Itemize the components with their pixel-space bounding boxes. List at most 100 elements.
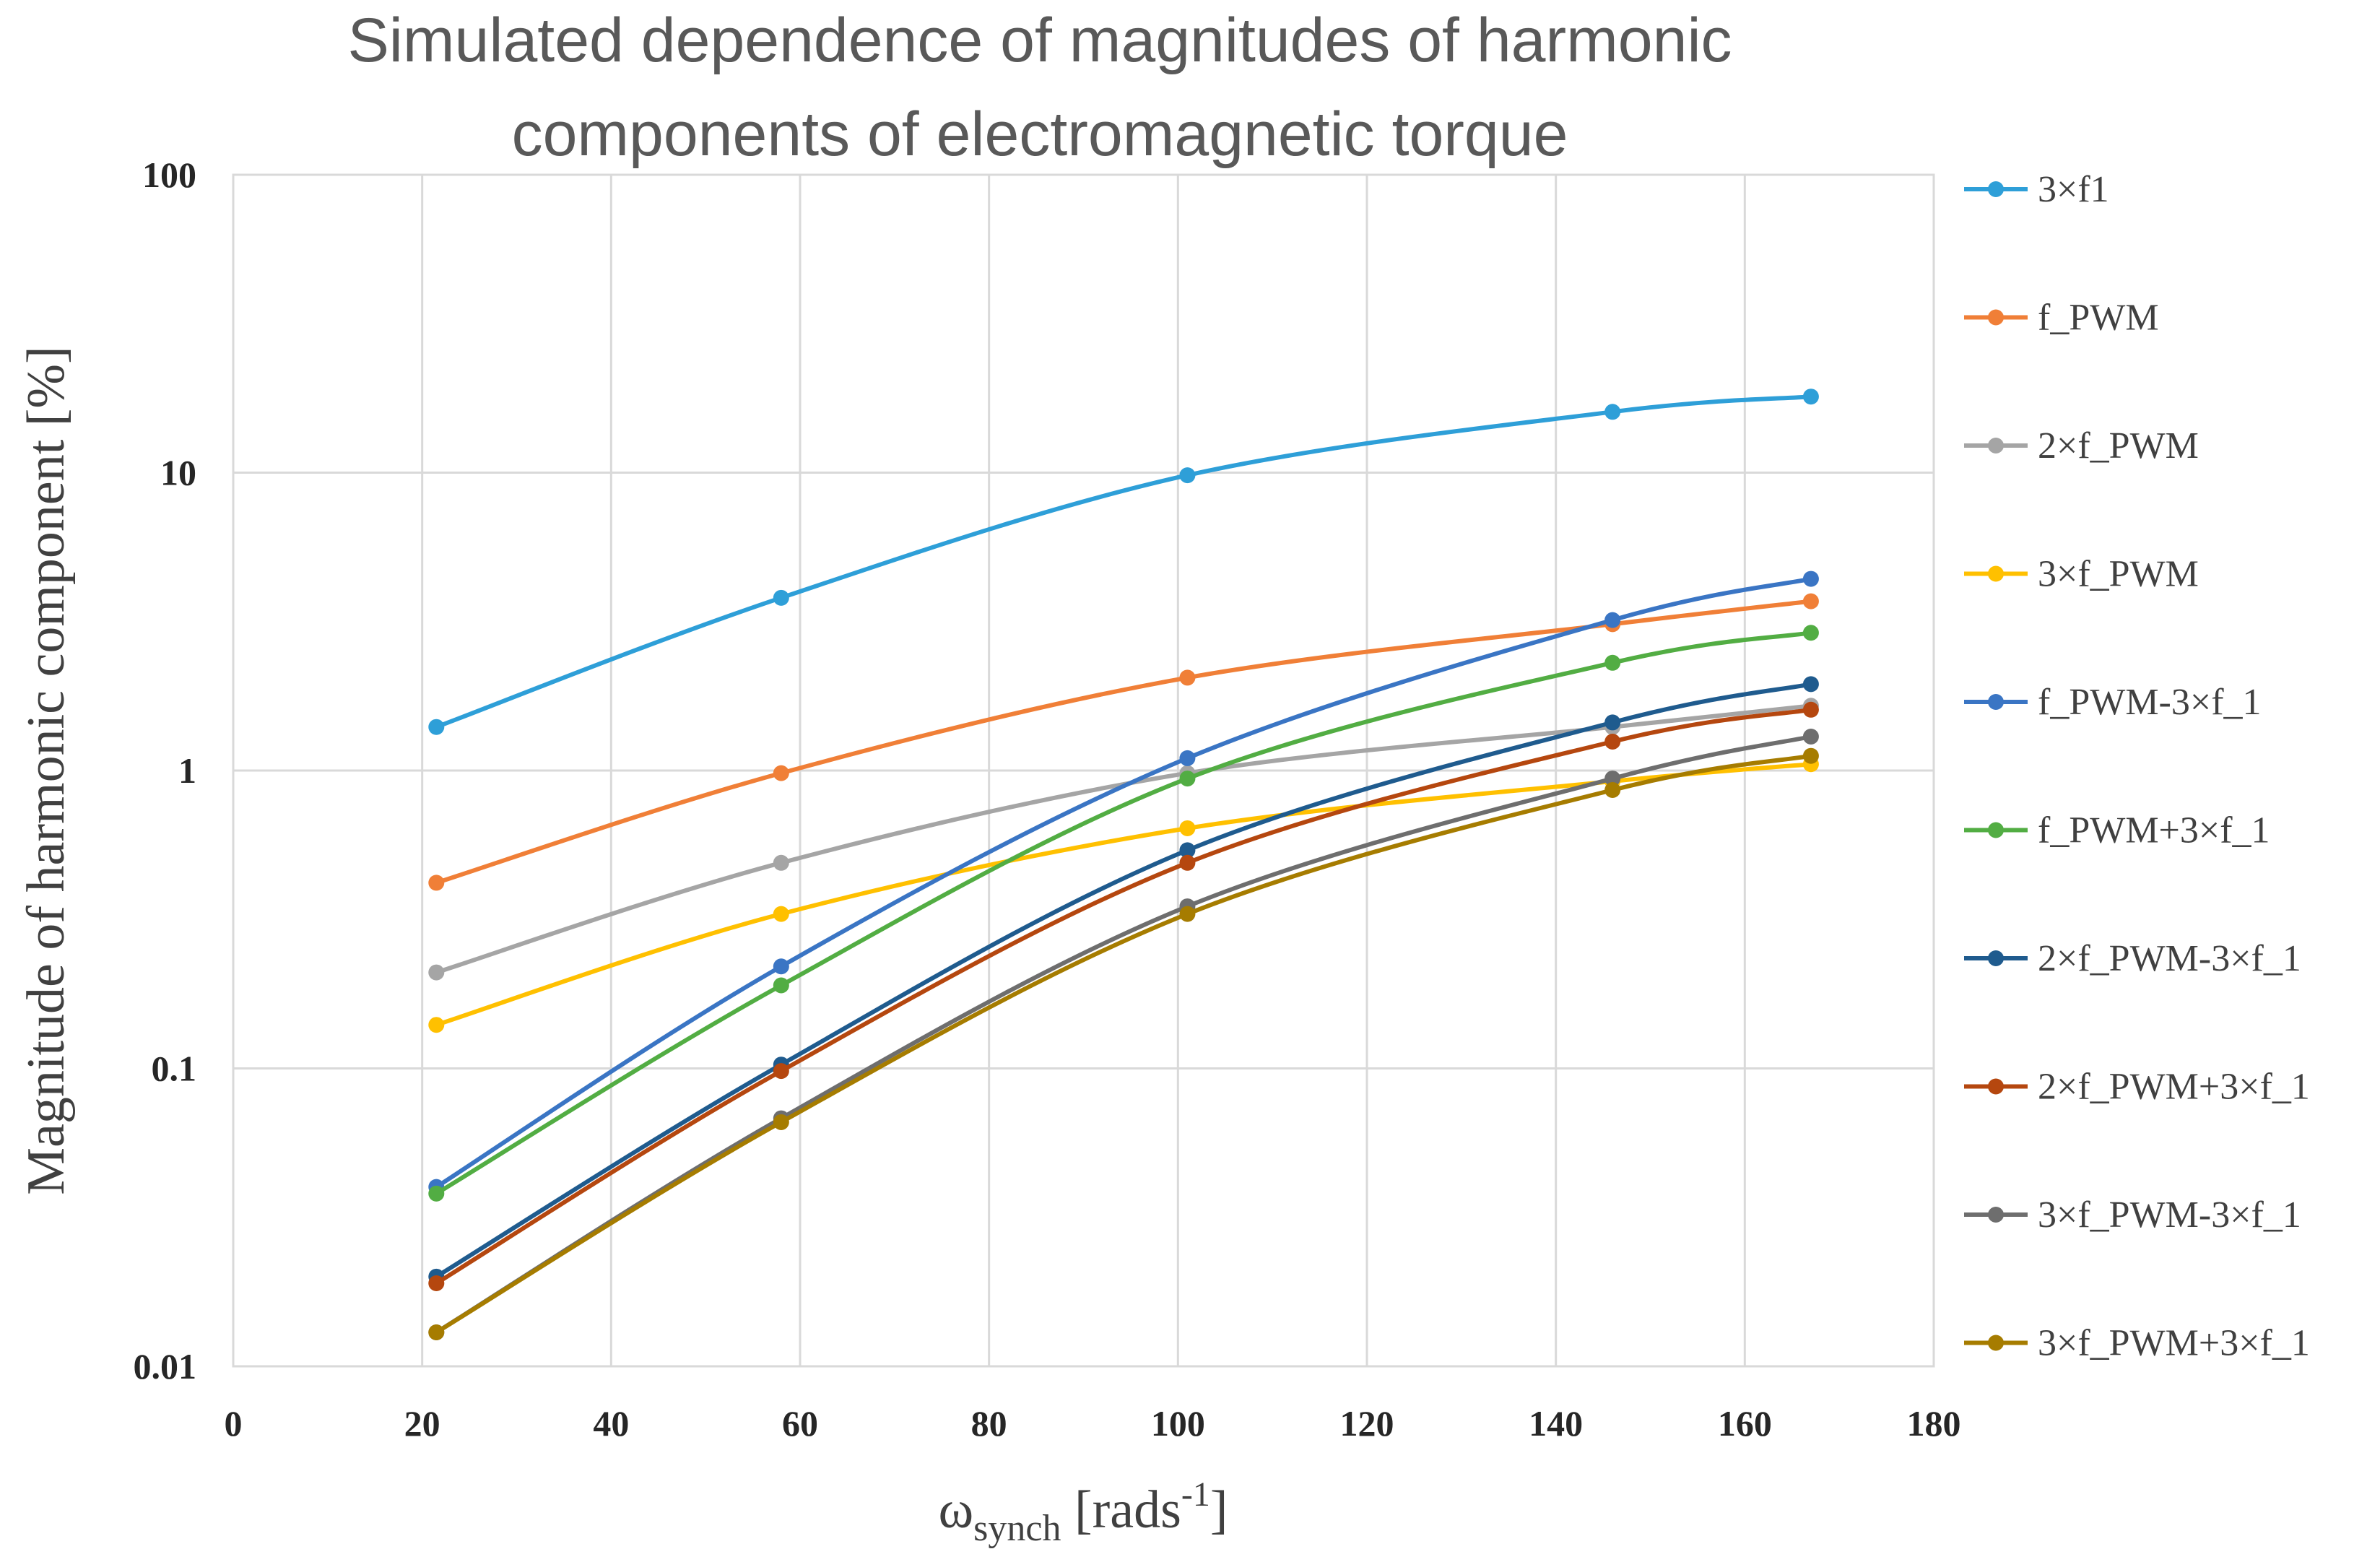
data-point [1802, 701, 1819, 718]
chart-title: Simulated dependence of magnitudes of ha… [347, 6, 1732, 169]
legend-entry: 2×f_PWM+3×f_1 [1964, 1067, 2310, 1108]
data-point [773, 854, 789, 871]
x-tick-label: 20 [404, 1403, 440, 1444]
legend-entry: f_PWM-3×f_1 [1964, 682, 2262, 723]
data-point [1604, 734, 1621, 750]
legend-entry: 3×f1 [1964, 169, 2109, 210]
legend-entry: f_PWM+3×f_1 [1964, 810, 2270, 851]
data-point [1802, 625, 1819, 641]
data-point [773, 589, 789, 606]
legend-entry: 3×f_PWM-3×f_1 [1964, 1194, 2301, 1236]
data-point [428, 964, 445, 981]
legend-label: 2×f_PWM [2038, 425, 2199, 467]
legend-label: f_PWM [2038, 298, 2159, 339]
series-line [434, 762, 1813, 1028]
data-point [1604, 654, 1621, 671]
data-point [1604, 782, 1621, 799]
legend-swatch-marker [1988, 565, 2004, 582]
series-1 [428, 389, 1819, 735]
data-point [1179, 467, 1196, 484]
data-point [1802, 570, 1819, 587]
legend: 3×f1 f_PWM 2×f_PWM 3×f_PWM f_PWM-3×f_1 f_PWM+… [1964, 169, 2310, 1364]
x-tick-label: 100 [1151, 1403, 1205, 1444]
data-point [428, 875, 445, 891]
data-point [428, 1185, 445, 1202]
data-point [1604, 714, 1621, 731]
data-point [773, 765, 789, 781]
data-point [1179, 750, 1196, 766]
data-point [1179, 854, 1196, 871]
legend-entry: 2×f_PWM [1964, 425, 2199, 467]
data-point [773, 958, 789, 975]
series-line [434, 630, 1813, 1196]
legend-swatch-marker [1988, 822, 2004, 838]
x-axis-tick-labels: 0 20 40 60 80 100 120 140 160 180 [225, 1403, 1961, 1444]
chart-title-line-1: Simulated dependence of magnitudes of ha… [347, 6, 1732, 75]
series-line [434, 707, 1813, 1285]
legend-entry: f_PWM [1964, 298, 2159, 339]
legend-swatch-marker [1988, 694, 2004, 710]
x-axis-title-text: ωsynch [rads-1] [938, 1475, 1228, 1549]
data-point [428, 719, 445, 735]
legend-swatch-marker [1988, 438, 2004, 454]
legend-label: f_PWM-3×f_1 [2038, 682, 2262, 723]
series-line [434, 682, 1813, 1279]
series-line [434, 576, 1813, 1189]
x-axis-title-close: ] [1210, 1480, 1228, 1540]
series-4 [428, 756, 1819, 1033]
data-point [1179, 906, 1196, 922]
data-series [428, 389, 1819, 1340]
legend-swatch-marker [1988, 1207, 2004, 1223]
legend-label: f_PWM+3×f_1 [2038, 810, 2270, 851]
data-point [773, 977, 789, 994]
data-point [1604, 404, 1621, 420]
y-axis-tick-labels: 0.01 0.1 1 10 100 [134, 155, 197, 1387]
data-point [1802, 747, 1819, 764]
legend-entry: 3×f_PWM+3×f_1 [1964, 1323, 2310, 1364]
data-point [428, 1324, 445, 1340]
y-tick-label: 0.01 [134, 1346, 197, 1387]
gridlines [232, 173, 1935, 1368]
legend-swatch-marker [1988, 950, 2004, 966]
y-tick-label: 10 [160, 453, 196, 493]
series-6 [428, 625, 1819, 1202]
data-point [1802, 728, 1819, 745]
y-tick-label: 100 [142, 155, 196, 195]
series-line [434, 599, 1813, 885]
x-tick-label: 140 [1529, 1403, 1583, 1444]
data-point [1802, 593, 1819, 609]
x-tick-label: 120 [1340, 1403, 1394, 1444]
y-axis-title-text: Magnitude of harmonic component [%] [17, 346, 76, 1194]
data-point [1802, 676, 1819, 693]
data-point [1604, 771, 1621, 787]
x-axis-title-subscript: synch [973, 1508, 1061, 1549]
series-line [434, 753, 1813, 1335]
legend-label: 3×f_PWM-3×f_1 [2038, 1194, 2301, 1236]
data-point [1604, 612, 1621, 628]
series-7 [428, 676, 1819, 1285]
series-10 [428, 747, 1819, 1340]
data-point [773, 1063, 789, 1080]
plot-area [232, 173, 1935, 1368]
series-9 [428, 728, 1819, 1340]
x-axis-title: ωsynch [rads-1] [938, 1475, 1228, 1549]
data-point [773, 1114, 789, 1130]
x-tick-label: 160 [1718, 1403, 1772, 1444]
x-tick-label: 180 [1907, 1403, 1961, 1444]
chart-title-line-2: components of electromagnetic torque [512, 100, 1568, 169]
data-point [773, 906, 789, 922]
series-line [434, 703, 1813, 975]
x-tick-label: 80 [971, 1403, 1007, 1444]
data-point [428, 1017, 445, 1033]
legend-entry: 2×f_PWM-3×f_1 [1964, 938, 2301, 979]
legend-entry: 3×f_PWM [1964, 554, 2199, 595]
series-8 [428, 701, 1819, 1292]
x-axis-title-unit: [rads [1061, 1480, 1181, 1540]
x-axis-title-superscript: -1 [1181, 1475, 1210, 1514]
x-axis-title-omega: ω [938, 1480, 973, 1540]
x-tick-label: 40 [593, 1403, 629, 1444]
legend-swatch-marker [1988, 181, 2004, 197]
y-tick-label: 0.1 [152, 1049, 197, 1089]
legend-swatch-marker [1988, 1078, 2004, 1095]
series-5 [428, 570, 1819, 1195]
